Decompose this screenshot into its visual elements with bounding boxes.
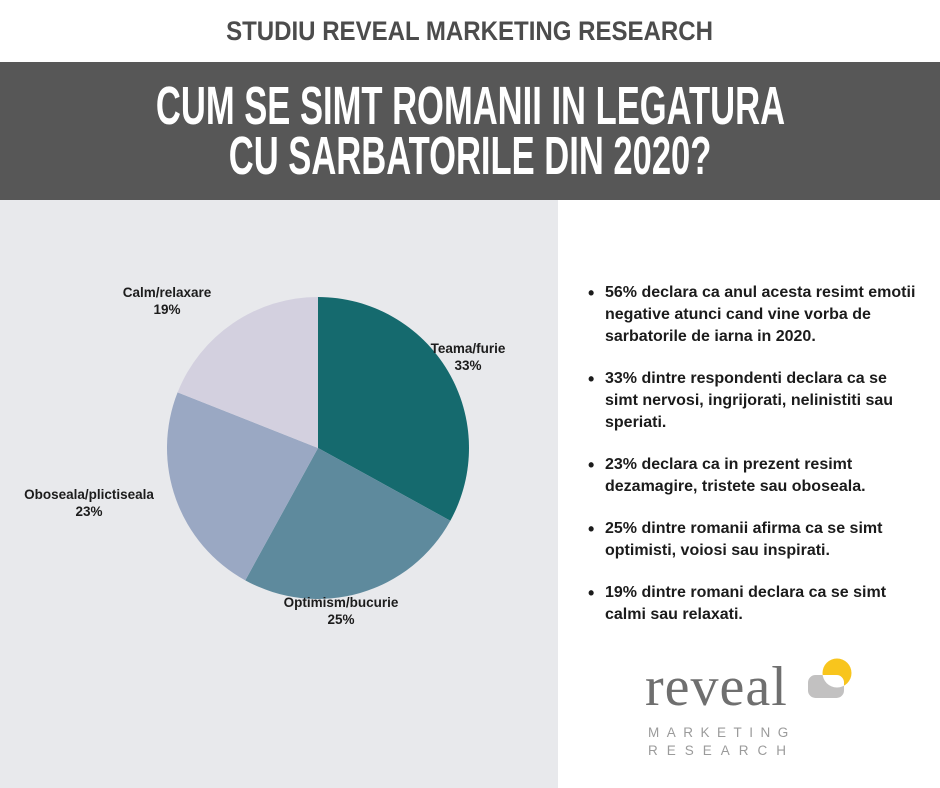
- pie-chart: [166, 297, 469, 599]
- insights-panel: 56% declara ca anul acesta resimt emotii…: [558, 200, 940, 788]
- pie-label-name: Calm/relaxare: [122, 285, 212, 300]
- page-title-line-1: CUM SE SIMT ROMANII IN LEGATURA: [155, 76, 785, 136]
- insight-item: 33% dintre respondenti declara ca se sim…: [588, 368, 922, 434]
- pie-slice-oboseala-plictiseala: [166, 392, 318, 581]
- logo-subtitle-marketing: MARKETING: [648, 725, 796, 740]
- content-area: Calm/relaxare 19% Teama/furie 33% Obosea…: [0, 200, 940, 788]
- pie-label-calm-relaxare: Calm/relaxare 19%: [123, 284, 212, 318]
- pie-label-optimism-bucurie: Optimism/bucurie 25%: [284, 594, 399, 628]
- pie-slice-teama-furie: [318, 297, 469, 521]
- pie-slice-optimism-bucurie: [245, 448, 451, 599]
- pie-label-value: 33%: [454, 358, 482, 373]
- insights-list: 56% declara ca anul acesta resimt emotii…: [558, 200, 940, 626]
- pie-label-name: Teama/furie: [430, 341, 506, 356]
- title-band: CUM SE SIMT ROMANII IN LEGATURA CU SARBA…: [0, 62, 940, 200]
- page-title-line-2: CU SARBATORILE DIN 2020?: [228, 126, 712, 186]
- pie-label-oboseala-plictiseala: Oboseala/plictiseala 23%: [24, 486, 154, 520]
- insight-item: 23% declara ca in prezent resimt dezamag…: [588, 454, 922, 498]
- pie-label-teama-furie: Teama/furie 33%: [431, 340, 506, 374]
- pie-label-value: 23%: [75, 504, 103, 519]
- eyebrow-band: STUDIU REVEAL MARKETING RESEARCH: [0, 0, 940, 62]
- study-eyebrow: STUDIU REVEAL MARKETING RESEARCH: [226, 15, 714, 46]
- pie-label-value: 25%: [327, 612, 355, 627]
- insight-item: 56% declara ca anul acesta resimt emotii…: [588, 282, 922, 348]
- pie-slice-calm-relaxare: [177, 297, 318, 448]
- pie-label-value: 19%: [153, 302, 181, 317]
- pie-label-name: Optimism/bucurie: [283, 595, 399, 610]
- reveal-logo-icon: [808, 658, 852, 698]
- insight-item: 25% dintre romanii afirma ca se simt opt…: [588, 518, 922, 562]
- logo-subtitle-research: RESEARCH: [648, 743, 796, 758]
- pie-label-name: Oboseala/plictiseala: [24, 487, 154, 502]
- insight-item: 19% dintre romani declara ca se simt cal…: [588, 582, 922, 626]
- logo-wordmark: reveal: [645, 656, 788, 718]
- chart-panel: Calm/relaxare 19% Teama/furie 33% Obosea…: [0, 200, 558, 788]
- reveal-logo: reveal MARKETING RESEARCH: [645, 655, 875, 765]
